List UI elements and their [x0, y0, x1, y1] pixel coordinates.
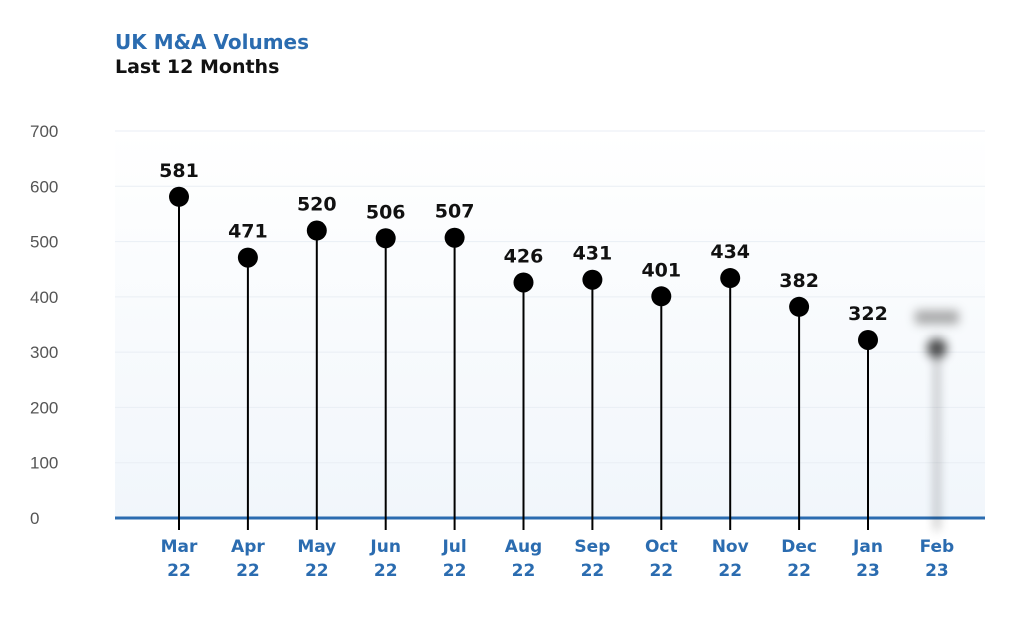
x-tick-label: 22 [443, 561, 467, 581]
data-label: 426 [504, 245, 544, 267]
data-point-group: 382 [779, 270, 819, 530]
data-label: 507 [435, 201, 475, 223]
y-tick-label: 700 [30, 122, 58, 141]
data-point-group: 431 [573, 243, 613, 530]
chart-subtitle: Last 12 Months [115, 56, 280, 78]
data-point-group: 401 [641, 259, 681, 530]
y-tick-label: 600 [30, 177, 58, 196]
marker-dot [582, 269, 603, 290]
data-label: 581 [159, 160, 199, 182]
x-tick-label: Feb [920, 537, 955, 557]
data-label: 322 [848, 303, 888, 325]
data-point-group: 506 [366, 201, 406, 530]
y-tick-label: 500 [30, 233, 58, 252]
x-tick-label: 22 [512, 561, 536, 581]
data-point-group: 434 [710, 241, 750, 530]
x-tick-label: Aug [505, 537, 542, 557]
marker-dot [651, 286, 672, 307]
data-label: 434 [710, 241, 750, 263]
marker-dot [789, 296, 810, 317]
marker-dot [444, 227, 465, 248]
marker-dot [720, 268, 741, 289]
data-label: 520 [297, 194, 337, 216]
x-tick-label: May [297, 537, 336, 557]
data-point-group: 426 [504, 245, 544, 530]
x-tick-label: Apr [231, 537, 265, 557]
x-tick-label: 22 [374, 561, 398, 581]
marker-dot [237, 247, 258, 268]
marker-dot [513, 272, 534, 293]
data-label: 471 [228, 221, 268, 243]
x-tick-label: Oct [645, 537, 678, 557]
y-tick-label: 0 [30, 509, 39, 528]
data-point-group [914, 310, 959, 530]
data-label: 401 [641, 259, 681, 281]
x-tick-label: Nov [712, 537, 749, 557]
x-tick-label: 22 [305, 561, 329, 581]
data-label: 506 [366, 201, 406, 223]
data-label: 382 [779, 270, 819, 292]
marker-dot [858, 329, 878, 350]
data-point-group: 520 [297, 194, 337, 530]
y-tick-label: 400 [30, 288, 58, 307]
x-tick-label: Jul [441, 537, 466, 557]
y-tick-label: 100 [30, 454, 58, 473]
x-tick-label: Jun [369, 537, 401, 557]
marker-dot [375, 228, 396, 249]
x-tick-label: 22 [649, 561, 673, 581]
x-tick-label: 22 [787, 561, 811, 581]
x-tick-label: Sep [574, 537, 610, 557]
y-tick-label: 300 [30, 343, 58, 362]
data-point-group: 322 [848, 303, 888, 530]
y-tick-label: 200 [30, 398, 58, 417]
x-tick-label: 22 [167, 561, 191, 581]
x-tick-label: 23 [925, 561, 949, 581]
x-tick-label: 22 [236, 561, 260, 581]
marker-dot [169, 186, 189, 207]
x-tick-label: Mar [161, 537, 198, 557]
data-point-group: 471 [228, 221, 268, 530]
x-tick-label: 23 [856, 561, 880, 581]
x-tick-label: 22 [718, 561, 742, 581]
marker-dot [306, 220, 327, 241]
x-tick-label: Dec [781, 537, 817, 557]
marker-dot [926, 338, 947, 359]
data-point-group: 507 [435, 201, 475, 530]
data-point-group: 581 [159, 160, 199, 530]
x-tick-label: Jan [852, 537, 883, 557]
x-tick-label: 22 [581, 561, 605, 581]
blurred-label [914, 310, 959, 325]
plot-background [115, 131, 985, 518]
chart-title: UK M&A Volumes [115, 30, 310, 54]
data-label: 431 [573, 243, 613, 265]
